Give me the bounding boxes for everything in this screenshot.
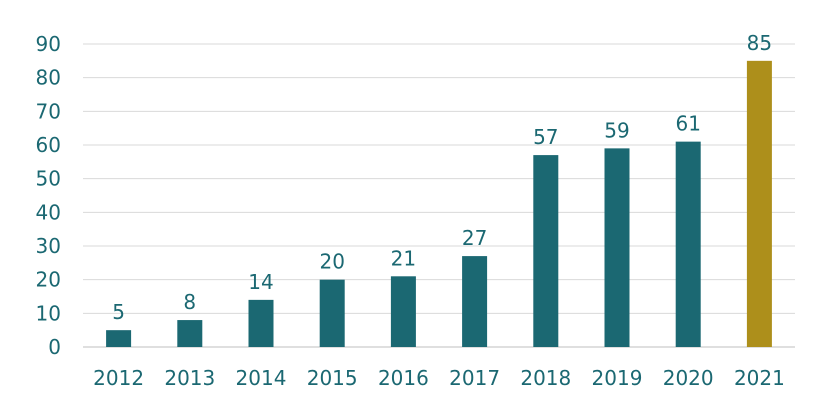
x-tick-label: 2018 [520,366,571,390]
data-label-2019: 59 [604,118,629,142]
y-tick-label: 90 [36,32,61,56]
bar-2013 [177,320,203,347]
x-tick-label: 2017 [449,366,500,390]
data-label-2015: 20 [319,250,344,274]
bars [106,60,772,347]
y-tick-label: 40 [36,200,61,224]
bar-2021 [746,60,772,347]
bar-2014 [248,299,274,347]
bar-2018 [533,155,559,347]
bar-2020 [675,141,701,347]
y-tick-label: 30 [36,234,61,258]
x-tick-label: 2021 [734,366,785,390]
y-tick-label: 10 [36,301,61,325]
data-label-2017: 27 [462,226,487,250]
bar-2019 [604,148,630,347]
bar-2017 [462,256,488,347]
bar-2016 [390,276,416,347]
x-tick-label: 2019 [592,366,643,390]
data-label-2020: 61 [675,112,700,136]
y-tick-label: 0 [48,335,61,359]
y-axis-ticks: 0 10 20 30 40 50 60 70 80 90 [36,32,61,359]
y-tick-label: 20 [36,268,61,292]
data-label-2013: 8 [183,290,196,314]
y-tick-label: 70 [36,99,61,123]
x-tick-label: 2013 [164,366,215,390]
data-label-2021: 85 [747,31,772,55]
x-tick-label: 2016 [378,366,429,390]
x-axis-ticks: 2012 2013 2014 2015 2016 2017 2018 2019 2020 2021 [93,366,785,390]
y-tick-label: 50 [36,167,61,191]
data-label-2012: 5 [112,300,125,324]
bar-2012 [106,330,132,347]
x-tick-label: 2020 [663,366,714,390]
gridlines [83,43,795,348]
data-labels: 5 8 14 20 21 27 57 59 61 85 [112,31,772,324]
data-label-2018: 57 [533,125,558,149]
x-tick-label: 2015 [307,366,358,390]
data-label-2014: 14 [248,270,273,294]
x-tick-label: 2014 [236,366,287,390]
data-label-2016: 21 [391,246,416,270]
y-tick-label: 80 [36,66,61,90]
bar-2015 [319,279,345,347]
y-tick-label: 60 [36,133,61,157]
x-tick-label: 2012 [93,366,144,390]
